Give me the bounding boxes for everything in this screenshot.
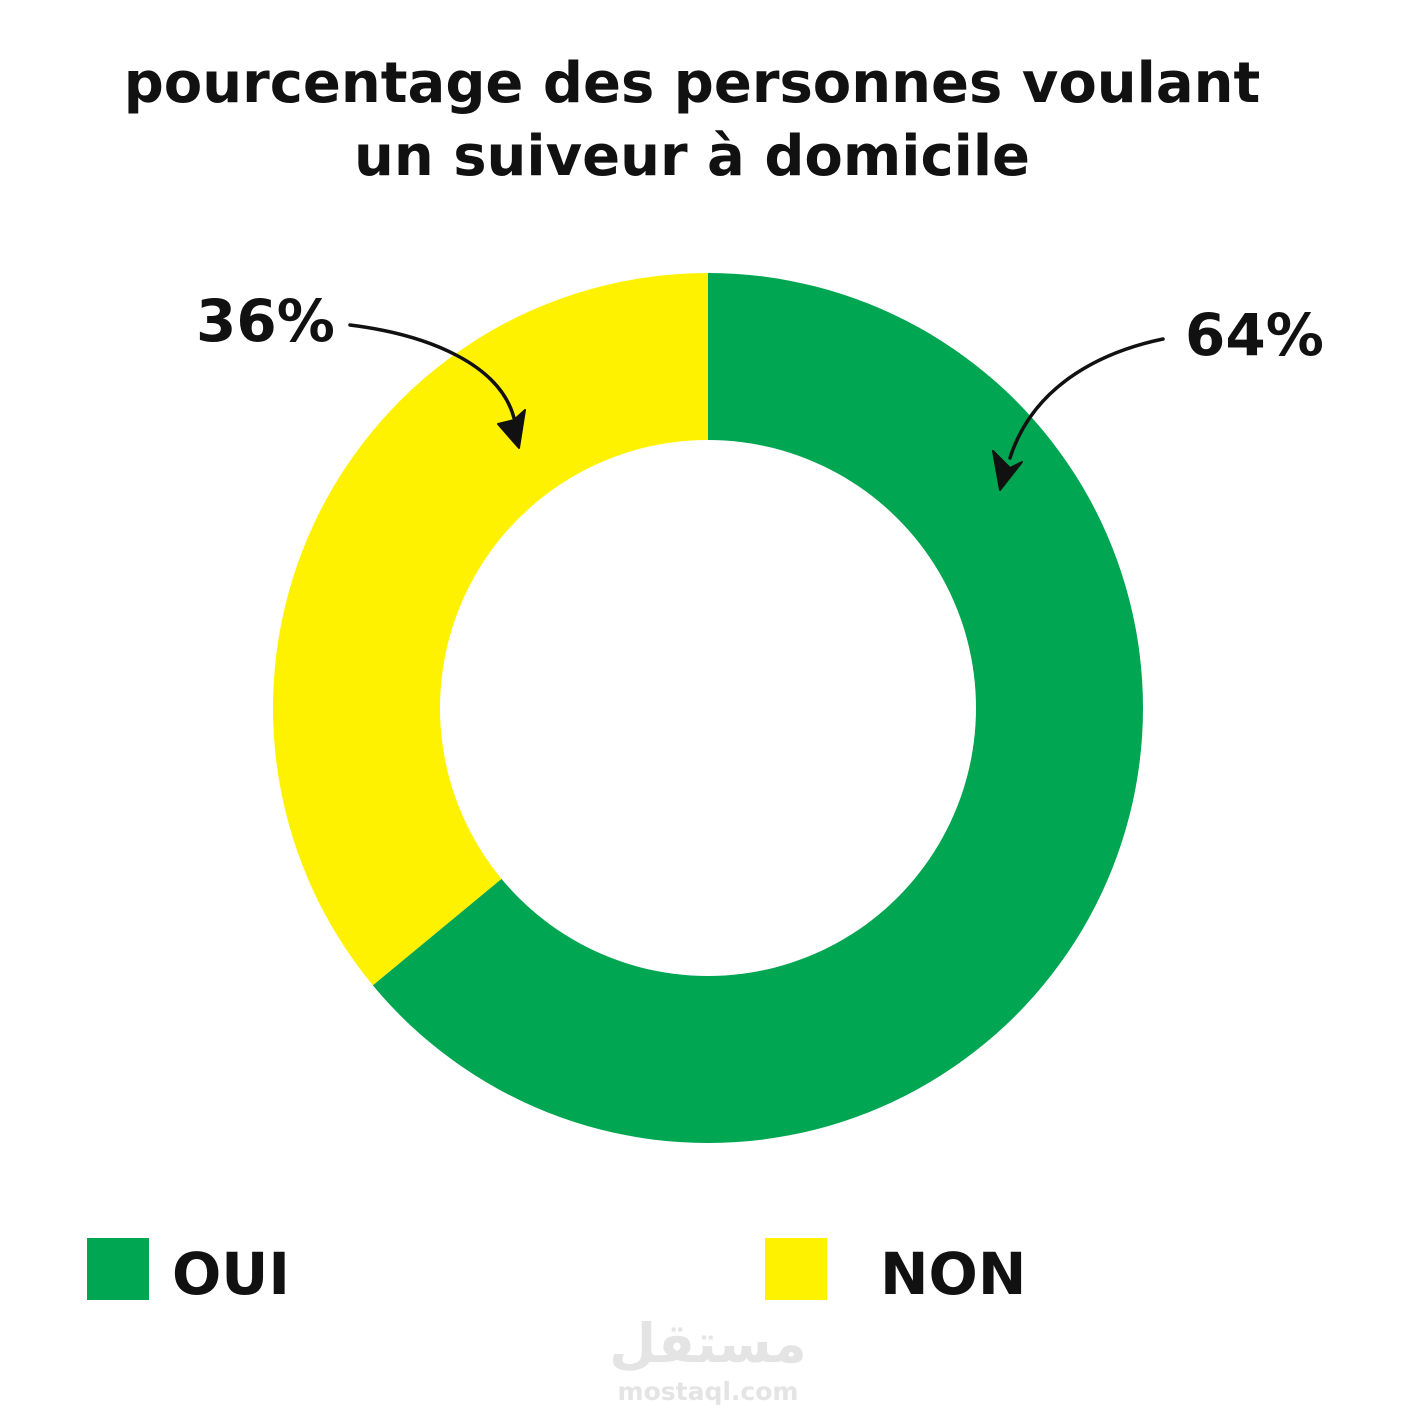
legend-label-oui: OUI — [172, 1240, 290, 1308]
data-label-non: 36% — [196, 287, 335, 355]
donut-slice-non — [273, 273, 708, 986]
label-36-group: 36% — [196, 287, 526, 449]
label-64-group: 64% — [992, 301, 1324, 491]
arrow-oui-head — [992, 450, 1023, 491]
chart-title: pourcentage des personnes voulant un sui… — [124, 51, 1261, 189]
donut-slice-oui — [372, 273, 1143, 1144]
legend-item-oui: OUI — [87, 1238, 290, 1308]
legend-label-non: NON — [880, 1240, 1026, 1308]
watermark: مستقل mostaql.com — [609, 1312, 807, 1406]
legend-swatch-non — [765, 1238, 827, 1300]
watermark-latin: mostaql.com — [618, 1377, 799, 1406]
data-label-oui: 64% — [1185, 301, 1324, 369]
arrow-non-head — [497, 409, 526, 449]
donut-slices — [273, 273, 1143, 1144]
arrow-oui-line — [1008, 337, 1165, 460]
chart-title-line-2: un suiveur à domicile — [354, 124, 1030, 189]
watermark-arabic: مستقل — [609, 1312, 807, 1375]
legend-item-non: NON — [765, 1238, 1026, 1308]
arrow-non-line — [348, 323, 516, 420]
chart-title-line-1: pourcentage des personnes voulant — [124, 51, 1261, 116]
legend-swatch-oui — [87, 1238, 149, 1300]
legend: OUI NON — [87, 1238, 1026, 1308]
